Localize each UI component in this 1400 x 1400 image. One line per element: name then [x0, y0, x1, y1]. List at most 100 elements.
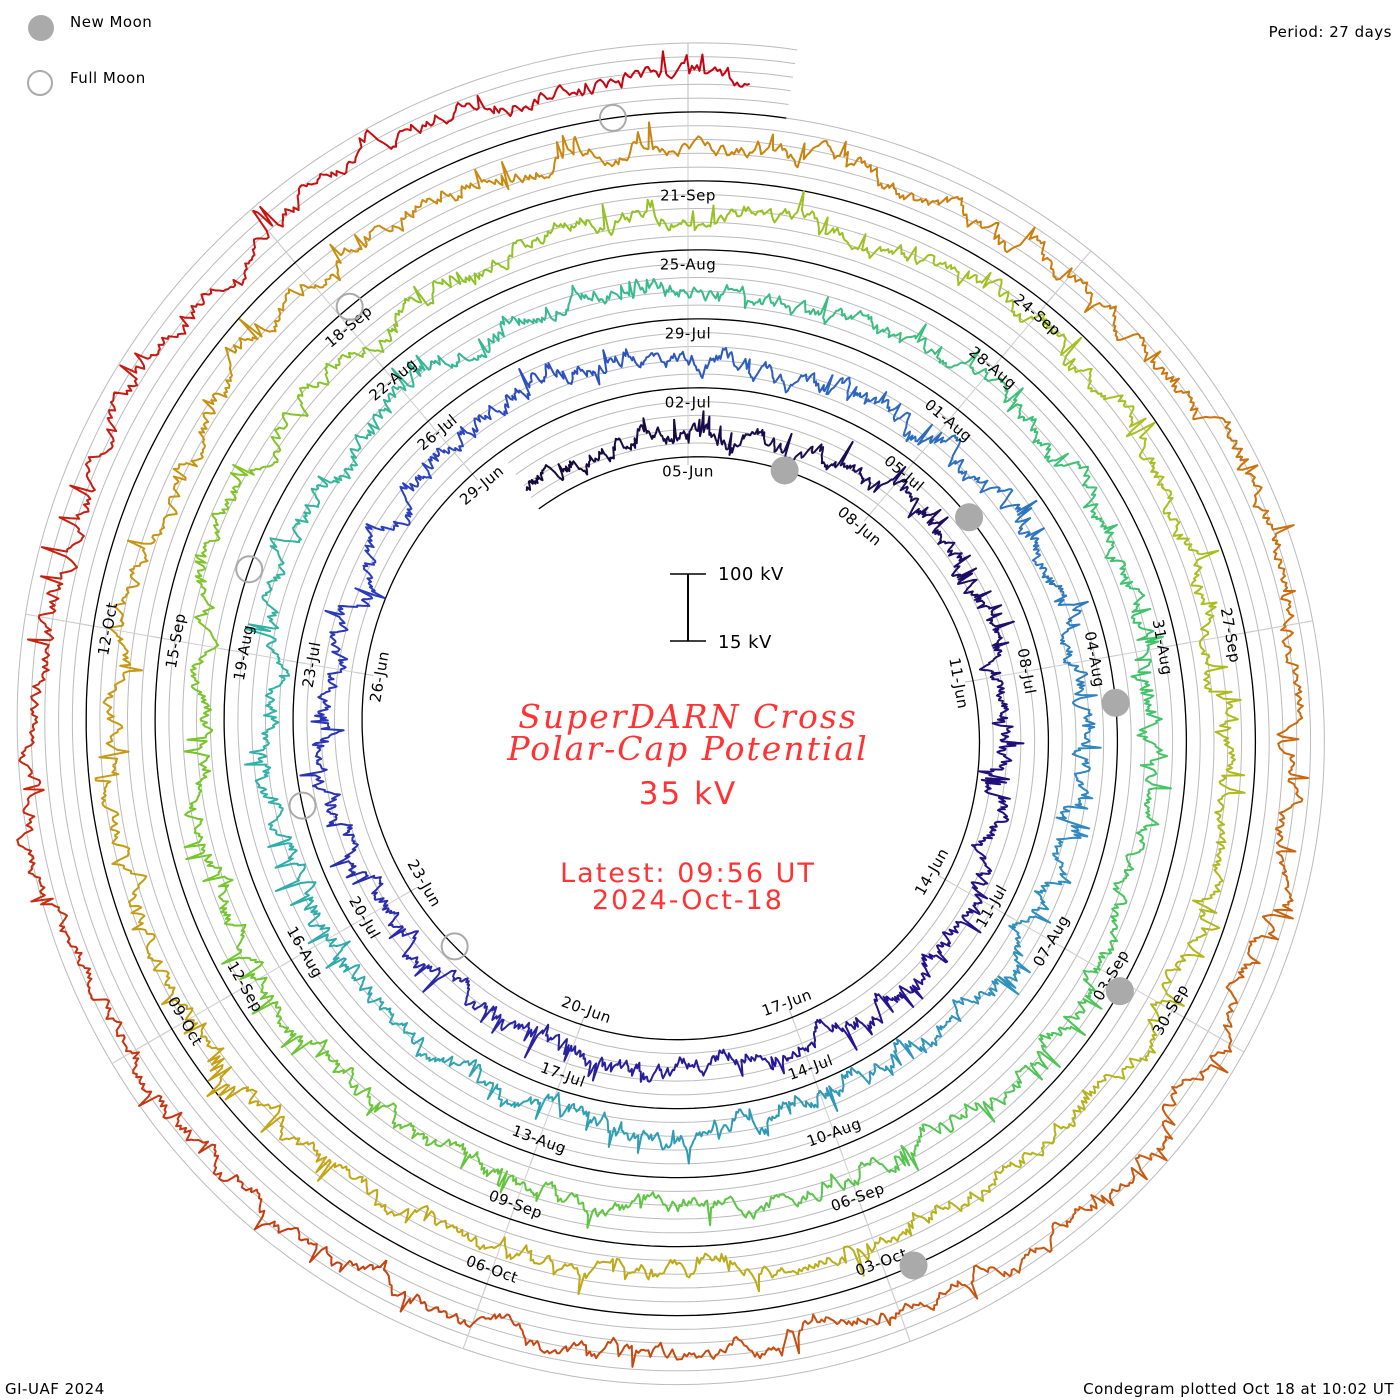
trace-segment: [722, 428, 762, 456]
trace-segment: [786, 1026, 818, 1062]
trace-segment: [149, 302, 205, 358]
trace-segment: [777, 1090, 821, 1117]
trace-segment: [978, 649, 1005, 692]
trace-segment: [1280, 611, 1299, 686]
trace-segment: [756, 1190, 813, 1212]
trace-segment: [854, 992, 894, 1036]
trace-segment: [250, 972, 284, 1028]
trace-segment: [738, 1319, 811, 1360]
trace-segment: [1119, 560, 1152, 617]
trace-segment: [890, 323, 943, 360]
trace-segment: [1135, 779, 1172, 837]
trace-segment: [650, 1252, 717, 1279]
new-moon-icon: [28, 15, 54, 41]
trace-segment: [378, 190, 443, 233]
trace-segment: [382, 1259, 445, 1313]
trace-segment: [1241, 904, 1294, 970]
trace-segment: [417, 446, 454, 481]
trace-segment: [458, 1228, 524, 1260]
trace-segment: [965, 876, 989, 916]
trace-segment: [250, 1188, 309, 1244]
trace-segment: [647, 121, 720, 157]
trace-segment: [651, 350, 699, 372]
trace-segment: [1170, 1044, 1233, 1096]
trace-segment: [194, 560, 215, 629]
trace-segment: [1053, 594, 1089, 647]
date-label: 17-Jul: [538, 1058, 588, 1091]
trace-segment: [938, 348, 994, 382]
trace-segment: [947, 545, 978, 585]
trace-segment: [1222, 967, 1245, 1046]
trace-segment: [111, 834, 148, 905]
trace-segment: [452, 414, 487, 452]
trace-segment: [422, 1133, 479, 1170]
trace-segment: [1029, 880, 1072, 924]
trace-segment: [996, 727, 1025, 767]
trace-segment: [1113, 835, 1146, 887]
scale-bottom-label: 15 kV: [718, 632, 772, 653]
trace-segment: [759, 428, 793, 466]
date-label: 07-Aug: [1029, 912, 1073, 970]
trace-segment: [40, 494, 92, 570]
trace-segment: [105, 1012, 143, 1085]
trace-segment: [518, 362, 565, 401]
trace-segment: [1179, 899, 1221, 963]
date-label: 16-Aug: [283, 923, 327, 981]
new-moon-marker: [770, 456, 799, 485]
radial-grid-line: [972, 620, 1313, 682]
trace-segment: [860, 1144, 920, 1174]
new-moon-marker: [1105, 977, 1134, 1006]
date-label: 20-Jul: [345, 893, 384, 942]
trace-segment: [1172, 520, 1220, 585]
trace-segment: [18, 713, 45, 791]
trace-segment: [632, 278, 687, 299]
trace-segment: [885, 978, 924, 1008]
trace-segment: [1062, 644, 1089, 691]
trace-segment: [683, 1119, 733, 1165]
radial-grid-line: [250, 209, 473, 475]
trace-segment: [269, 524, 302, 576]
trace-segment: [978, 765, 1011, 807]
trace-segment: [274, 277, 331, 323]
trace-segment: [410, 1036, 456, 1067]
trace-segment: [270, 412, 309, 465]
date-label: 02-Jul: [665, 394, 711, 412]
trace-segment: [582, 1193, 642, 1229]
trace-segment: [26, 638, 52, 715]
trace-segment: [818, 1066, 867, 1112]
trace-segment: [94, 764, 121, 837]
trace-segment: [577, 280, 635, 305]
full-moon-marker: [598, 103, 627, 132]
new-moon-marker: [955, 503, 984, 532]
grid-spiral: [58, 83, 1284, 1344]
trace-segment: [1202, 835, 1227, 901]
latest-time: Latest: 09:56 UT: [560, 858, 816, 889]
trace-segment: [697, 1195, 758, 1227]
trace-segment: [1192, 415, 1259, 471]
trace-segment: [978, 964, 1021, 998]
trace-segment: [186, 685, 214, 747]
date-label: 19-Aug: [230, 623, 258, 682]
trace-segment: [1078, 1164, 1148, 1212]
trace-segment: [985, 222, 1050, 262]
trace-segment: [517, 1021, 558, 1059]
baseline-spiral: [85, 111, 1257, 1317]
trace-segment: [487, 315, 532, 354]
trace-segment: [410, 956, 457, 993]
trace-segment: [860, 157, 922, 202]
trace-segment: [1031, 553, 1067, 597]
trace-segment: [1029, 418, 1069, 467]
trace-segment: [986, 612, 1015, 652]
trace-segment: [950, 1258, 1024, 1300]
trace-segment: [544, 1091, 590, 1131]
date-label: 17-Jun: [760, 985, 815, 1020]
full-moon-icon: [27, 70, 53, 96]
date-label: 12-Oct: [94, 601, 121, 657]
trace-segment: [307, 924, 351, 969]
trace-segment: [1071, 736, 1102, 787]
date-label: 09-Oct: [164, 993, 207, 1049]
trace-segment: [1150, 350, 1199, 418]
trace-segment: [1149, 461, 1179, 522]
credit-label: GI-UAF 2024: [5, 1380, 105, 1398]
trace-segment: [1082, 944, 1115, 998]
